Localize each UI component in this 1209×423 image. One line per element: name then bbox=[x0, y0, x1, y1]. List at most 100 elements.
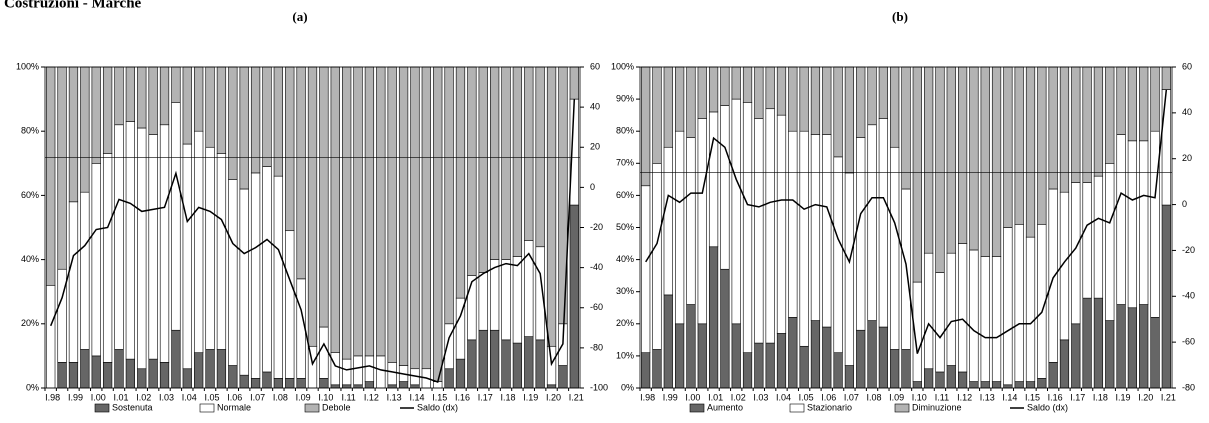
bar-segment bbox=[387, 66, 397, 363]
bar-segment bbox=[765, 342, 775, 389]
y2-tick-label: 40 bbox=[1182, 107, 1192, 117]
bar-segment bbox=[686, 304, 696, 389]
bar-segment bbox=[708, 66, 719, 113]
x-tick-label: I.01 bbox=[113, 392, 128, 402]
bar-segment bbox=[924, 368, 934, 389]
bar-segment bbox=[205, 146, 215, 350]
panel-title: (b) bbox=[892, 9, 908, 24]
bar-segment bbox=[663, 146, 673, 296]
bar-segment bbox=[57, 66, 67, 270]
bar-segment bbox=[720, 105, 730, 270]
bar-segment bbox=[810, 320, 821, 389]
y-tick-label: 30% bbox=[616, 286, 634, 296]
y-tick-label: 50% bbox=[616, 222, 634, 232]
bar-segment bbox=[159, 124, 170, 363]
bar-segment bbox=[182, 143, 192, 370]
bar-segment bbox=[524, 66, 534, 241]
bar-segment bbox=[754, 342, 764, 389]
bar-segment bbox=[68, 66, 79, 203]
legend-label: Aumento bbox=[707, 402, 743, 412]
x-tick-label: I.98 bbox=[45, 392, 60, 402]
bar-segment bbox=[686, 66, 696, 138]
bar-segment bbox=[490, 329, 500, 389]
bar-segment bbox=[137, 368, 147, 389]
x-tick-label: I.07 bbox=[844, 392, 859, 402]
bar-segment bbox=[935, 66, 945, 273]
bar-segment bbox=[1082, 182, 1092, 299]
bar-segment bbox=[319, 66, 329, 328]
y2-tick-label: 0 bbox=[1182, 199, 1187, 209]
line-series bbox=[645, 89, 1168, 354]
y2-tick-label: 20 bbox=[590, 142, 600, 152]
bar-segment bbox=[675, 66, 685, 132]
x-tick-label: I.11 bbox=[935, 392, 949, 402]
x-tick-label: I.00 bbox=[685, 392, 700, 402]
bar-segment bbox=[946, 66, 956, 254]
bar-segment bbox=[991, 256, 1002, 382]
bar-segment bbox=[285, 378, 295, 389]
bar-segment bbox=[330, 352, 340, 386]
bar-segment bbox=[307, 66, 318, 347]
bar-segment bbox=[444, 66, 454, 325]
bar-segment bbox=[652, 66, 662, 164]
y2-tick-label: 60 bbox=[590, 61, 600, 71]
bar-segment bbox=[1037, 378, 1047, 389]
bar-segment bbox=[262, 166, 272, 373]
bar-segment bbox=[935, 272, 945, 373]
bar-segment bbox=[924, 252, 934, 370]
bar-segment bbox=[720, 66, 730, 106]
bar-segment bbox=[1048, 362, 1058, 389]
x-tick-label: I.04 bbox=[776, 392, 791, 402]
bar-segment bbox=[776, 66, 787, 116]
legend-swatch bbox=[894, 403, 910, 413]
bar-segment bbox=[501, 66, 511, 260]
bar-segment bbox=[478, 329, 488, 389]
bar-segment bbox=[228, 365, 238, 389]
bar-segment bbox=[68, 362, 79, 389]
x-tick-label: I.01 bbox=[708, 392, 723, 402]
x-tick-label: I.21 bbox=[1161, 392, 1176, 402]
bar-segment bbox=[901, 349, 911, 389]
bar-segment bbox=[1105, 320, 1115, 389]
bar-segment bbox=[171, 102, 181, 331]
y2-tick-label: 60 bbox=[1182, 61, 1192, 71]
bar-segment bbox=[878, 66, 888, 119]
x-tick-label: I.18 bbox=[1093, 392, 1108, 402]
bar-segment bbox=[410, 384, 420, 389]
bar-segment bbox=[1093, 297, 1104, 389]
bar-segment bbox=[686, 137, 696, 305]
bar-segment bbox=[697, 66, 707, 119]
bar-segment bbox=[501, 339, 511, 389]
bar-segment bbox=[867, 320, 877, 389]
y-tick-label: 0% bbox=[621, 382, 634, 392]
y2-tick-label: 20 bbox=[1182, 153, 1192, 163]
bar-segment bbox=[159, 362, 170, 389]
bar-segment bbox=[946, 365, 956, 389]
bar-segment bbox=[501, 259, 511, 341]
bar-segment bbox=[833, 66, 843, 158]
x-tick-label: I.10 bbox=[912, 392, 927, 402]
bar-segment bbox=[1116, 66, 1126, 135]
bar-segment bbox=[296, 378, 306, 389]
bar-segment bbox=[663, 294, 673, 389]
y-tick-label: 10% bbox=[616, 350, 634, 360]
x-tick-label: I.17 bbox=[1070, 392, 1085, 402]
bar-segment bbox=[720, 268, 730, 389]
legend-swatch bbox=[304, 403, 320, 413]
bar-segment bbox=[353, 384, 363, 389]
bar-segment bbox=[364, 66, 375, 357]
bar-segment bbox=[148, 358, 158, 389]
bar-segment bbox=[1116, 304, 1126, 389]
bar-segment bbox=[1127, 66, 1137, 142]
bar-segment bbox=[856, 137, 866, 331]
bar-segment bbox=[46, 284, 56, 389]
bar-segment bbox=[788, 317, 798, 389]
x-tick-label: I.02 bbox=[731, 392, 746, 402]
bar-segment bbox=[731, 323, 741, 389]
bar-segment bbox=[1139, 66, 1149, 142]
bar-segment bbox=[512, 342, 523, 389]
bar-segment bbox=[353, 355, 363, 386]
bar-segment bbox=[342, 358, 352, 386]
y2-tick-label: -80 bbox=[1182, 382, 1195, 392]
bar-segment bbox=[387, 362, 397, 386]
